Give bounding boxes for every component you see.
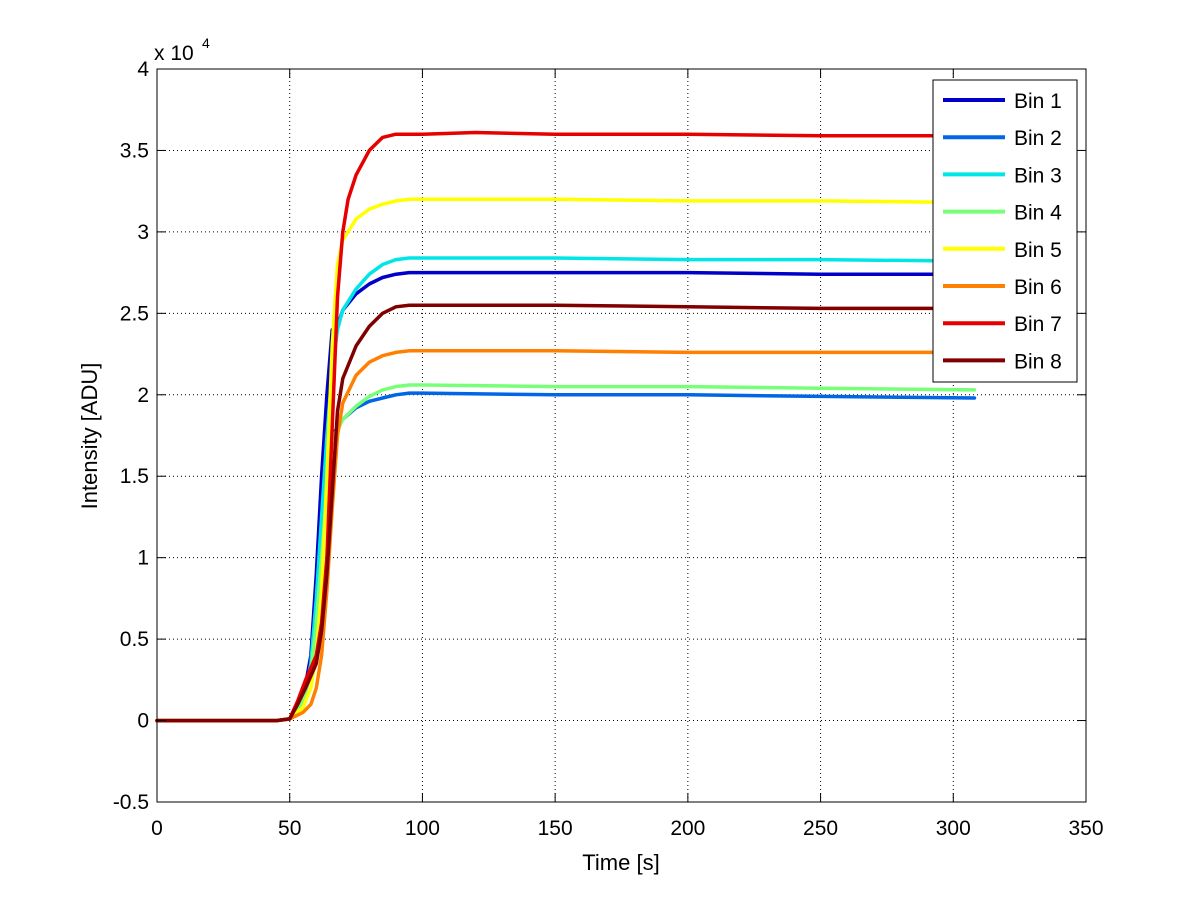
y-tick-label: -0.5 xyxy=(113,791,149,814)
y-axis-label: Intensity [ADU] xyxy=(77,363,102,510)
legend: Bin 1 Bin 2 Bin 3 Bin 4 Bin 5 Bin 6 Bin 7 Bin 8 xyxy=(932,79,1078,383)
legend-label-bin-3: Bin 3 xyxy=(1014,164,1062,187)
legend-box xyxy=(932,79,1078,383)
y-tick-label: 2 xyxy=(137,384,149,407)
x-axis-label: Time [s] xyxy=(582,850,659,875)
series-line-bin-8 xyxy=(155,303,977,723)
x-tick-label: 100 xyxy=(405,817,440,840)
legend-label-bin-6: Bin 6 xyxy=(1014,276,1062,299)
series-group xyxy=(155,130,977,723)
x-tick-label: 350 xyxy=(1068,817,1103,840)
y-tick-label: 1 xyxy=(137,547,149,570)
plot-frame xyxy=(156,68,1087,803)
legend-label-bin-1: Bin 1 xyxy=(1014,90,1062,113)
legend-label-bin-5: Bin 5 xyxy=(1014,239,1062,262)
x-tick-label: 50 xyxy=(278,817,301,840)
series-line-bin-6 xyxy=(155,349,977,723)
tick-labels: 0 50 100 150 200 250 300 350-0.500.511.522.533.… xyxy=(113,58,1104,840)
y-tick-label: 3.5 xyxy=(120,139,149,162)
x-tick-label: 200 xyxy=(670,817,705,840)
series-line-bin-7 xyxy=(155,130,977,723)
y-tick-label: 4 xyxy=(137,58,149,81)
y-tick-label: 0.5 xyxy=(120,628,149,651)
x-tick-label: 250 xyxy=(803,817,838,840)
axis-ticks xyxy=(156,68,1087,803)
y-axis-exponent-base: x 10 xyxy=(154,42,194,65)
legend-label-bin-4: Bin 4 xyxy=(1014,202,1062,225)
legend-label-bin-7: Bin 7 xyxy=(1014,313,1062,336)
y-axis-exponent-power: 4 xyxy=(202,35,210,51)
x-tick-label: 150 xyxy=(538,817,573,840)
y-tick-label: 0 xyxy=(137,710,149,733)
x-tick-label: 300 xyxy=(936,817,971,840)
y-tick-label: 1.5 xyxy=(120,465,149,488)
x-tick-label: 0 xyxy=(151,817,163,840)
legend-label-bin-2: Bin 2 xyxy=(1014,127,1062,150)
legend-label-bin-8: Bin 8 xyxy=(1014,350,1062,373)
y-tick-label: 2.5 xyxy=(120,302,149,325)
y-tick-label: 3 xyxy=(137,221,149,244)
